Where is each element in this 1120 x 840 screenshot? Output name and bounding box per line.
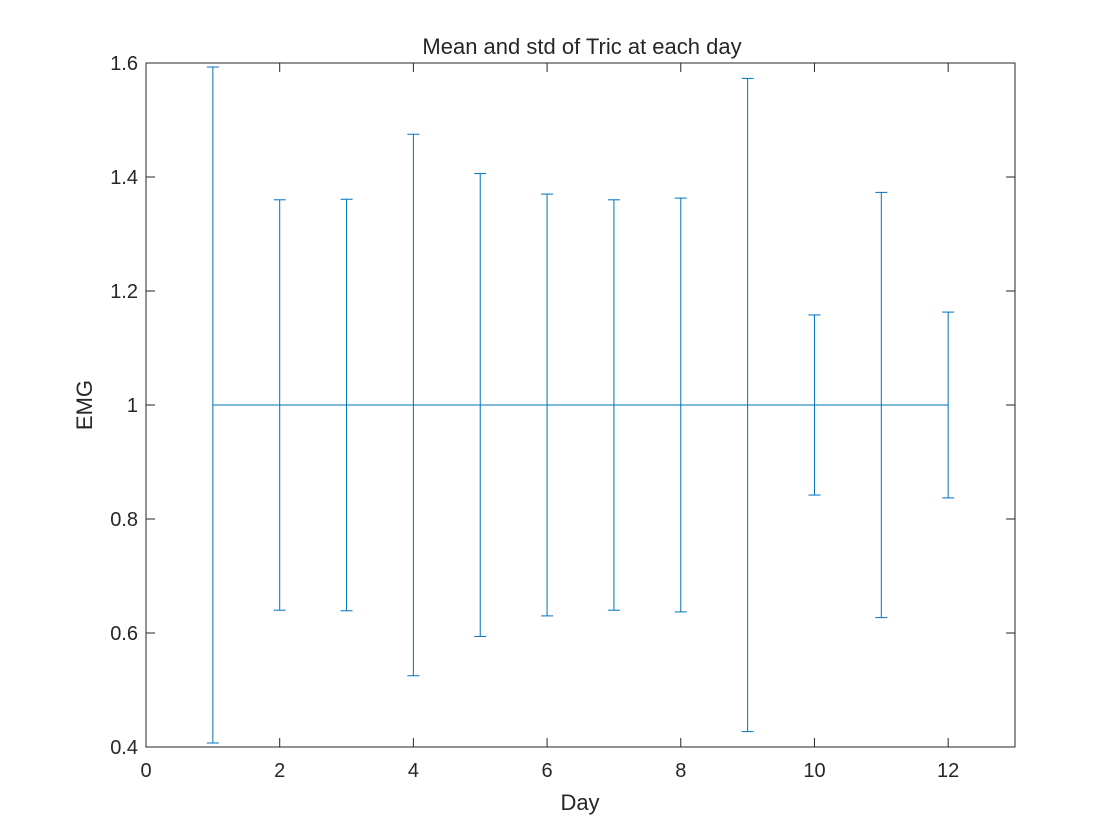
y-tick-label: 1.4 [110,167,138,189]
x-tick-label: 2 [274,760,285,782]
x-tick-label: 6 [542,760,553,782]
y-tick-label: 0.6 [110,623,138,645]
x-tick-label: 10 [803,760,825,782]
y-tick-label: 0.4 [110,737,138,759]
y-axis-label: EMG [72,380,97,430]
y-tick-label: 1 [127,395,138,417]
y-tick-label: 0.8 [110,509,138,531]
x-tick-label: 0 [140,760,151,782]
y-tick-label: 1.2 [110,281,138,303]
x-tick-label: 8 [675,760,686,782]
x-axis-label: Day [560,790,599,815]
x-tick-label: 12 [937,760,959,782]
x-tick-label: 4 [408,760,419,782]
y-tick-label: 1.6 [110,53,138,75]
plot-area: 0 2 4 6 8 10 12 0.4 0.6 0.8 1 1.2 1.4 1.6 [110,53,1016,782]
chart-title: Mean and std of Tric at each day [422,34,741,59]
